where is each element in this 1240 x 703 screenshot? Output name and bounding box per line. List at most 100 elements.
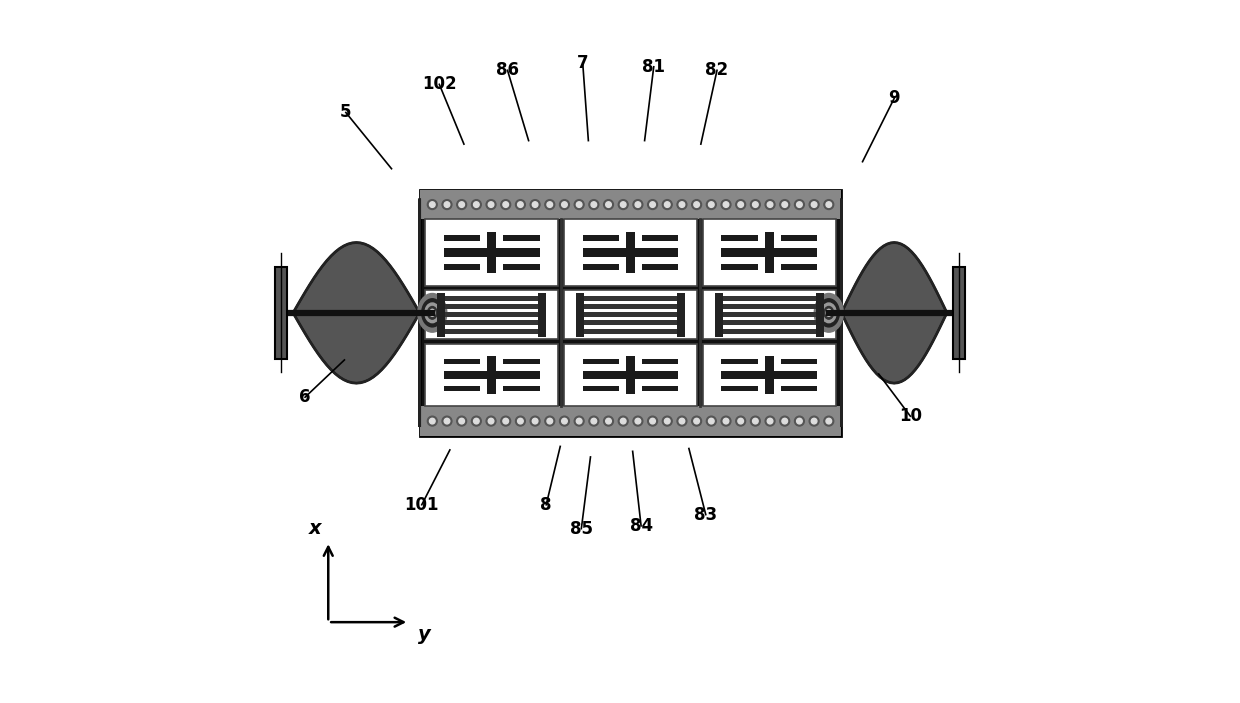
Bar xyxy=(626,232,635,273)
Bar xyxy=(438,304,547,309)
Circle shape xyxy=(503,418,508,424)
Circle shape xyxy=(768,202,773,207)
Circle shape xyxy=(768,418,773,424)
Circle shape xyxy=(692,416,702,426)
Text: 83: 83 xyxy=(694,505,717,524)
Ellipse shape xyxy=(425,303,440,323)
Bar xyxy=(425,344,558,406)
Bar xyxy=(538,293,547,337)
Bar xyxy=(583,371,678,379)
Bar xyxy=(816,293,823,337)
Circle shape xyxy=(750,416,760,426)
Ellipse shape xyxy=(818,299,839,327)
Text: 6: 6 xyxy=(299,388,311,406)
Ellipse shape xyxy=(825,307,833,319)
Circle shape xyxy=(501,416,511,426)
Circle shape xyxy=(635,202,641,207)
Circle shape xyxy=(532,418,538,424)
Bar xyxy=(722,264,758,270)
Circle shape xyxy=(444,418,450,424)
Bar xyxy=(275,267,288,359)
Circle shape xyxy=(559,200,569,209)
Circle shape xyxy=(823,416,833,426)
Circle shape xyxy=(489,202,494,207)
Circle shape xyxy=(456,416,466,426)
Circle shape xyxy=(823,200,833,209)
Bar xyxy=(575,304,686,309)
Circle shape xyxy=(811,202,817,207)
Ellipse shape xyxy=(422,299,443,327)
Polygon shape xyxy=(293,199,419,427)
Circle shape xyxy=(753,418,758,424)
Circle shape xyxy=(780,200,790,209)
Bar xyxy=(503,386,539,392)
Circle shape xyxy=(619,416,629,426)
Circle shape xyxy=(723,418,729,424)
Bar xyxy=(487,356,496,394)
Circle shape xyxy=(694,202,699,207)
Circle shape xyxy=(750,200,760,209)
Circle shape xyxy=(444,202,450,207)
Bar xyxy=(722,359,758,363)
Bar xyxy=(722,248,817,257)
Text: 84: 84 xyxy=(630,517,652,535)
Circle shape xyxy=(547,202,553,207)
Circle shape xyxy=(723,202,729,207)
Circle shape xyxy=(547,418,553,424)
Circle shape xyxy=(738,418,744,424)
Circle shape xyxy=(680,418,684,424)
Circle shape xyxy=(782,418,787,424)
Bar xyxy=(714,312,823,317)
Circle shape xyxy=(665,202,670,207)
Bar xyxy=(575,296,686,301)
Bar xyxy=(722,236,758,240)
Bar xyxy=(642,359,678,363)
Circle shape xyxy=(707,200,717,209)
Bar xyxy=(438,329,547,334)
Circle shape xyxy=(456,200,466,209)
Bar xyxy=(575,293,584,337)
Circle shape xyxy=(780,416,790,426)
Bar xyxy=(722,386,758,392)
Circle shape xyxy=(486,200,496,209)
Circle shape xyxy=(650,418,656,424)
Bar xyxy=(781,264,817,270)
Circle shape xyxy=(722,416,730,426)
Bar xyxy=(677,293,686,337)
Circle shape xyxy=(738,202,744,207)
Bar xyxy=(703,219,836,285)
Circle shape xyxy=(559,416,569,426)
Bar xyxy=(952,267,965,359)
Circle shape xyxy=(604,200,614,209)
Bar xyxy=(703,344,836,406)
Circle shape xyxy=(620,418,626,424)
Circle shape xyxy=(782,202,787,207)
Bar xyxy=(714,293,723,337)
Text: 10: 10 xyxy=(899,407,921,425)
Bar xyxy=(714,296,823,301)
Circle shape xyxy=(708,418,714,424)
Circle shape xyxy=(471,200,481,209)
Circle shape xyxy=(577,418,582,424)
Bar xyxy=(714,329,823,334)
Circle shape xyxy=(544,200,554,209)
Bar xyxy=(781,359,817,363)
Bar xyxy=(583,264,619,270)
Text: 9: 9 xyxy=(888,89,900,108)
Circle shape xyxy=(429,418,435,424)
Bar xyxy=(765,356,774,394)
Polygon shape xyxy=(842,199,947,427)
Bar xyxy=(438,312,547,317)
Ellipse shape xyxy=(428,307,436,319)
Circle shape xyxy=(443,416,451,426)
Bar xyxy=(444,371,539,379)
Circle shape xyxy=(680,202,684,207)
Circle shape xyxy=(562,418,567,424)
Circle shape xyxy=(604,416,614,426)
Bar xyxy=(714,321,823,325)
Circle shape xyxy=(708,202,714,207)
Circle shape xyxy=(591,418,596,424)
Bar xyxy=(444,386,480,392)
Circle shape xyxy=(471,416,481,426)
Circle shape xyxy=(795,416,805,426)
